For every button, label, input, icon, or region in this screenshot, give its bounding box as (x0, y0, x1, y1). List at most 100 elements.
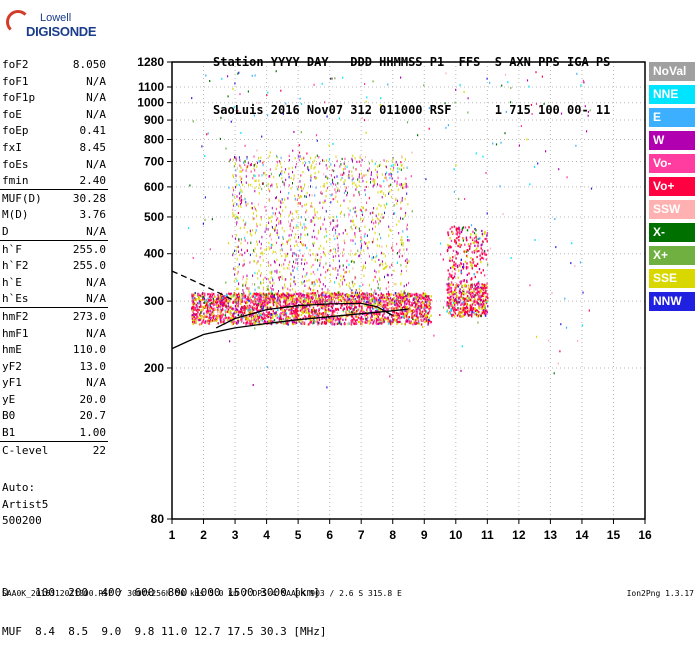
echo-point (330, 297, 331, 299)
echo-point (272, 207, 273, 209)
echo-point (386, 178, 387, 180)
echo-point (295, 310, 296, 312)
echo-point (313, 320, 314, 322)
echo-point (203, 296, 204, 298)
echo-point (325, 277, 326, 279)
echo-point (319, 295, 320, 297)
echo-point (298, 194, 299, 196)
echo-point (397, 184, 398, 186)
echo-point (359, 285, 360, 287)
echo-point (397, 164, 398, 166)
echo-point (268, 278, 269, 280)
echo-point (354, 304, 355, 306)
echo-point (467, 274, 468, 276)
echo-point (359, 173, 360, 175)
echo-point (247, 203, 248, 205)
echo-point (341, 304, 342, 306)
echo-point (411, 152, 412, 154)
echo-point (366, 319, 367, 321)
echo-point (367, 247, 368, 249)
echo-point (356, 323, 357, 325)
echo-point (325, 285, 326, 287)
echo-point (393, 167, 394, 169)
echo-point (235, 163, 236, 165)
echo-point (423, 308, 424, 310)
echo-point (250, 254, 251, 256)
echo-point (462, 285, 463, 287)
echo-point (453, 314, 454, 316)
echo-point (260, 247, 261, 249)
echo-point (322, 207, 323, 209)
echo-point (276, 183, 277, 185)
echo-point (471, 286, 472, 288)
echo-point (335, 296, 336, 298)
echo-point (449, 284, 450, 286)
echo-point (485, 315, 486, 317)
echo-point (469, 245, 470, 247)
echo-point (232, 307, 233, 309)
echo-point (424, 313, 425, 315)
echo-point (295, 157, 296, 159)
echo-point (470, 233, 471, 235)
echo-point (192, 297, 193, 299)
echo-point (353, 317, 354, 319)
echo-point (482, 156, 483, 158)
echo-point (251, 234, 252, 236)
echo-point (458, 277, 459, 279)
echo-point (294, 177, 295, 179)
echo-point (312, 301, 313, 303)
echo-point (265, 298, 266, 300)
echo-point (361, 305, 362, 307)
echo-point (252, 323, 253, 325)
echo-point (403, 242, 404, 244)
echo-point (407, 224, 408, 226)
echo-point (337, 323, 338, 325)
echo-point (481, 295, 482, 297)
echo-point (327, 182, 328, 184)
echo-point (474, 298, 475, 300)
echo-point (469, 288, 470, 290)
echo-point (233, 159, 234, 161)
echo-point (278, 236, 279, 238)
echo-point (207, 293, 208, 295)
echo-point (470, 299, 471, 301)
echo-point (461, 293, 462, 295)
echo-point (351, 292, 352, 294)
echo-point (251, 164, 252, 166)
echo-point (292, 150, 293, 152)
echo-point (245, 198, 246, 200)
echo-point (279, 199, 280, 201)
echo-point (207, 306, 208, 308)
echo-point (577, 340, 578, 342)
echo-point (309, 194, 310, 196)
echo-point (260, 314, 261, 316)
echo-point (236, 288, 237, 290)
echo-point (403, 167, 404, 169)
echo-point (325, 200, 326, 202)
echo-point (407, 262, 408, 264)
echo-point (257, 243, 258, 245)
echo-point (242, 199, 243, 201)
echo-point (396, 243, 397, 245)
echo-point (281, 264, 282, 266)
echo-point (325, 254, 326, 256)
echo-point (392, 158, 393, 160)
echo-point (371, 174, 372, 176)
echo-point (272, 288, 273, 290)
echo-point (294, 195, 295, 197)
echo-point (361, 172, 362, 174)
echo-point (233, 214, 234, 216)
echo-point (463, 266, 464, 268)
echo-point (356, 319, 357, 321)
echo-point (269, 311, 270, 313)
echo-point (457, 301, 458, 303)
echo-point (450, 287, 451, 289)
echo-point (372, 161, 373, 163)
echo-point (427, 323, 428, 325)
echo-point (328, 309, 329, 311)
echo-point (296, 224, 297, 226)
echo-point (203, 313, 204, 315)
echo-point (332, 181, 333, 183)
echo-point (375, 256, 376, 258)
echo-point (391, 303, 392, 305)
